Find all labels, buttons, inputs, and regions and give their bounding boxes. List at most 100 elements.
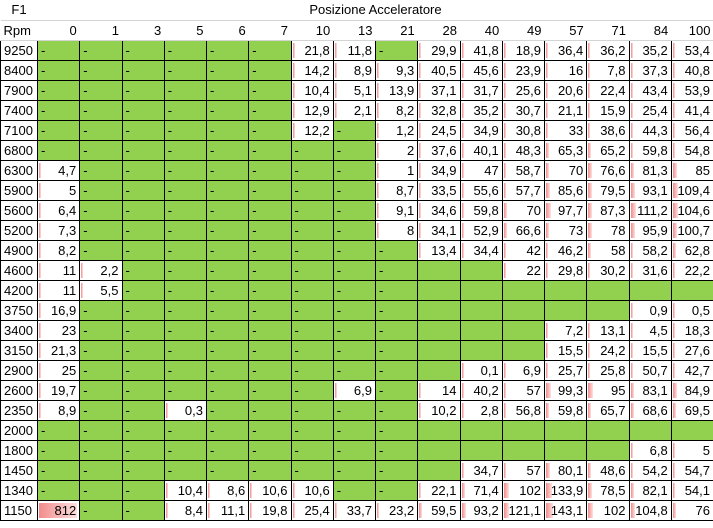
- rpm-label: 3750: [0, 299, 38, 321]
- cell: -: [248, 379, 292, 401]
- cell: -: [36, 459, 81, 481]
- data-bar: [546, 462, 550, 478]
- cell: -: [290, 379, 334, 401]
- column-header: 57: [544, 20, 587, 41]
- cell: -: [121, 399, 165, 421]
- data-bar: [503, 162, 507, 178]
- cell: 62,8: [670, 239, 713, 261]
- data-bar: [419, 402, 422, 418]
- cell: -: [332, 139, 377, 161]
- cell: -: [121, 39, 165, 61]
- row: 1800- - - - - - - - -6,8 5: [0, 439, 713, 461]
- data-bar: [503, 122, 506, 138]
- data-bar: [419, 222, 422, 238]
- cell-value: 9,1: [396, 202, 415, 218]
- rpm-label: 5200: [0, 219, 38, 241]
- cell-value: 7,3: [58, 222, 77, 238]
- cell-value: 76: [695, 502, 710, 518]
- cell: 812: [36, 499, 81, 521]
- data-bar: [503, 42, 506, 58]
- cell: 6,9: [501, 359, 546, 381]
- cell: [628, 419, 672, 441]
- column-header: 71: [586, 20, 629, 41]
- cell: -: [332, 439, 377, 461]
- cell: -: [290, 299, 334, 321]
- cell: -: [121, 199, 165, 221]
- row: 4200 11 5,5- - - - - - -: [0, 279, 713, 301]
- cell-value: 54,7: [684, 462, 710, 478]
- cell: [459, 259, 503, 281]
- data-bar: [630, 162, 635, 178]
- cell: 5: [36, 179, 81, 201]
- data-bar: [588, 482, 592, 498]
- data-bar: [419, 82, 422, 98]
- cell: 73: [543, 219, 588, 241]
- cell: -: [332, 179, 377, 201]
- cell: -: [163, 379, 208, 401]
- cell: -: [163, 459, 208, 481]
- data-bar: [546, 202, 551, 218]
- cell-value: 11,8: [347, 42, 372, 58]
- cell: -: [36, 119, 81, 141]
- data-bar: [39, 342, 41, 358]
- cell-value: 10,2: [431, 402, 457, 418]
- cell-value: 37,1: [431, 82, 457, 98]
- cell: -: [79, 439, 123, 461]
- cell-value: 22,4: [600, 82, 626, 98]
- data-bar: [39, 262, 41, 278]
- data-bar: [419, 242, 422, 258]
- cell-value: 33,5: [431, 182, 457, 198]
- rpm-label: 1150: [0, 499, 38, 521]
- cell-value: 57,7: [515, 182, 541, 198]
- cell: 21,1: [543, 99, 588, 121]
- data-bar: [334, 102, 337, 118]
- data-bar: [503, 462, 507, 478]
- cell: 22,4: [586, 79, 630, 101]
- data-bar: [419, 122, 422, 138]
- cell: 16,9: [36, 299, 81, 321]
- rpm-label: 1450: [0, 459, 38, 481]
- cell: [670, 419, 713, 441]
- data-bar: [419, 202, 422, 218]
- cell-value: 0,1: [480, 362, 499, 378]
- cell-value: 8,6: [227, 482, 246, 498]
- data-bar: [39, 302, 41, 318]
- cell-value: 4,5: [649, 322, 668, 338]
- data-bar: [419, 62, 422, 78]
- cell: 57: [501, 379, 546, 401]
- cell-value: 16,9: [50, 302, 77, 318]
- rpm-label: 7900: [0, 79, 38, 101]
- header-row: Rpm 0 1 3 5 6 7 10 13 21 28 40 49 57 71 84 100: [0, 20, 713, 41]
- cell: 99,3: [543, 379, 588, 401]
- cell-value: 33: [568, 122, 584, 138]
- cell: 52,9: [459, 219, 503, 241]
- cell: [543, 439, 588, 461]
- cell: [501, 439, 546, 461]
- cell: -: [248, 319, 292, 341]
- cell: 65,2: [586, 139, 630, 161]
- cell-value: 82,1: [642, 482, 668, 498]
- data-bar: [588, 262, 591, 278]
- data-bar: [546, 262, 548, 278]
- cell: -: [121, 79, 165, 101]
- cell: [459, 339, 503, 361]
- data-bar: [588, 202, 593, 218]
- rpm-label: 2900: [0, 359, 38, 381]
- cell-value: 58,7: [515, 162, 541, 178]
- cell-value: 44,3: [642, 122, 668, 138]
- cell: 42: [501, 239, 546, 261]
- cell-value: 25,8: [600, 362, 626, 378]
- cell: [586, 279, 630, 301]
- cell: 34,9: [459, 119, 503, 141]
- cell: 36,2: [586, 39, 630, 61]
- cell: 9,1: [374, 199, 419, 221]
- cell: 5,5: [79, 279, 123, 301]
- cell: 95: [586, 379, 630, 401]
- cell: -: [332, 239, 377, 261]
- cell-value: 12,9: [304, 102, 330, 118]
- data-bar: [419, 502, 423, 518]
- cell: [417, 299, 461, 321]
- cell-value: 25,6: [515, 82, 541, 98]
- cell: 42,7: [670, 359, 713, 381]
- rpm-label: 4900: [0, 239, 38, 261]
